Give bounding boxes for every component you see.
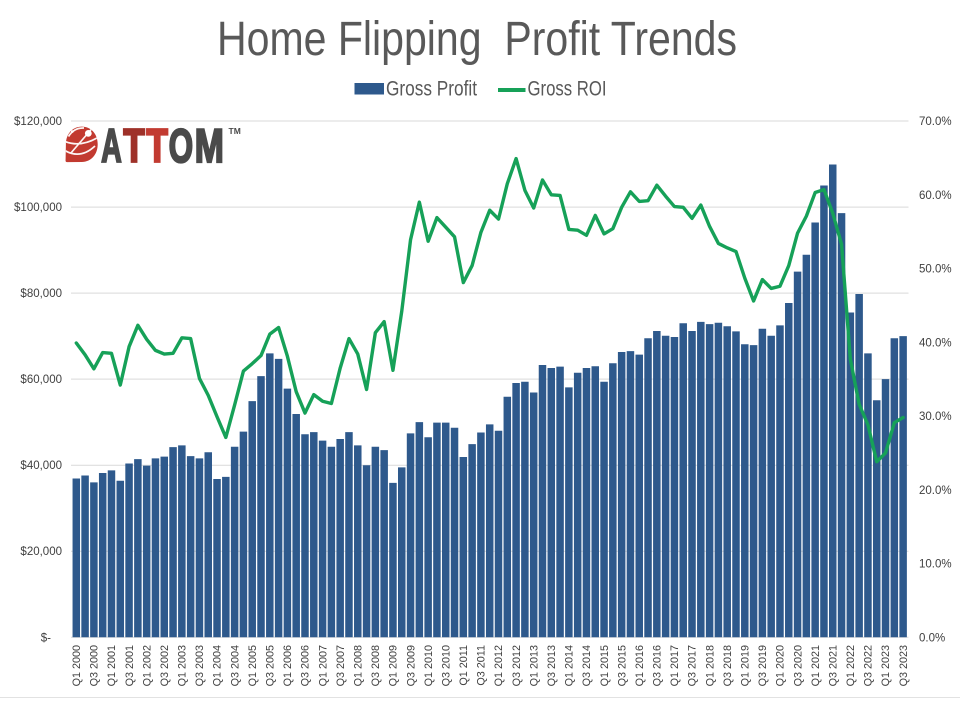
svg-text:Q1 2023: Q1 2023 — [880, 645, 892, 686]
svg-text:Q3 2015: Q3 2015 — [616, 645, 628, 686]
svg-text:40.0%: 40.0% — [919, 337, 952, 349]
svg-text:Q1 2003: Q1 2003 — [177, 645, 189, 686]
svg-text:Gross Profit: Gross Profit — [386, 78, 477, 101]
svg-text:Q3 2017: Q3 2017 — [687, 645, 699, 686]
svg-text:Q1 2009: Q1 2009 — [388, 645, 400, 686]
svg-text:70.0%: 70.0% — [919, 116, 952, 128]
svg-text:Q3 2009: Q3 2009 — [405, 645, 417, 686]
svg-text:Q1 2001: Q1 2001 — [106, 645, 118, 686]
svg-text:60.0%: 60.0% — [919, 190, 952, 202]
svg-text:Q3 2011: Q3 2011 — [476, 645, 488, 686]
svg-text:Q3 2007: Q3 2007 — [335, 645, 347, 686]
svg-text:Q3 2020: Q3 2020 — [792, 645, 804, 686]
svg-text:Q3 2018: Q3 2018 — [722, 645, 734, 686]
svg-text:Q3 2004: Q3 2004 — [229, 645, 241, 686]
svg-text:Home Flipping Profit Trends: Home Flipping Profit Trends — [217, 13, 737, 66]
svg-text:Q1 2013: Q1 2013 — [528, 645, 540, 686]
svg-text:Q1 2006: Q1 2006 — [282, 645, 294, 686]
svg-text:0.0%: 0.0% — [919, 632, 945, 644]
svg-text:20.0%: 20.0% — [919, 485, 952, 497]
svg-text:T: T — [147, 119, 169, 172]
svg-text:Q1 2018: Q1 2018 — [704, 645, 716, 686]
svg-text:$40,000: $40,000 — [20, 460, 62, 472]
svg-text:Q1 2005: Q1 2005 — [247, 645, 259, 686]
svg-text:Q1 2014: Q1 2014 — [564, 645, 576, 686]
svg-text:Q1 2004: Q1 2004 — [212, 645, 224, 686]
svg-text:$120,000: $120,000 — [14, 116, 62, 128]
svg-text:Q3 2021: Q3 2021 — [827, 645, 839, 686]
svg-text:Q3 2003: Q3 2003 — [194, 645, 206, 686]
svg-text:Q3 2012: Q3 2012 — [511, 645, 523, 686]
svg-text:Q3 2000: Q3 2000 — [89, 645, 101, 686]
svg-text:A: A — [101, 119, 121, 172]
svg-text:Q3 2014: Q3 2014 — [581, 645, 593, 686]
svg-text:O: O — [169, 119, 193, 172]
svg-text:Q1 2012: Q1 2012 — [493, 645, 505, 686]
svg-text:Q1 2019: Q1 2019 — [739, 645, 751, 686]
svg-text:Q1 2007: Q1 2007 — [317, 645, 329, 686]
svg-text:Q3 2022: Q3 2022 — [863, 645, 875, 686]
svg-text:Q3 2013: Q3 2013 — [546, 645, 558, 686]
svg-text:Q1 2016: Q1 2016 — [634, 645, 646, 686]
svg-text:$-: $- — [41, 632, 51, 644]
svg-text:Q3 2006: Q3 2006 — [300, 645, 312, 686]
svg-text:Q1 2011: Q1 2011 — [458, 645, 470, 686]
svg-text:Q3 2019: Q3 2019 — [757, 645, 769, 686]
svg-text:Gross ROI: Gross ROI — [528, 78, 607, 101]
svg-text:Q3 2008: Q3 2008 — [370, 645, 382, 686]
svg-text:Q3 2005: Q3 2005 — [265, 645, 277, 686]
svg-text:Q1 2020: Q1 2020 — [775, 645, 787, 686]
svg-text:Q1 2002: Q1 2002 — [141, 645, 153, 686]
svg-text:30.0%: 30.0% — [919, 411, 952, 423]
svg-text:Q1 2008: Q1 2008 — [352, 645, 364, 686]
svg-text:Q1 2022: Q1 2022 — [845, 645, 857, 686]
svg-text:$20,000: $20,000 — [20, 546, 62, 558]
svg-text:Q1 2010: Q1 2010 — [423, 645, 435, 686]
svg-text:10.0%: 10.0% — [919, 559, 952, 571]
svg-text:Q1 2000: Q1 2000 — [71, 645, 83, 686]
svg-text:Q3 2010: Q3 2010 — [440, 645, 452, 686]
svg-text:$100,000: $100,000 — [14, 202, 62, 214]
svg-text:Q3 2002: Q3 2002 — [159, 645, 171, 686]
svg-text:Q3 2001: Q3 2001 — [124, 645, 136, 686]
svg-text:$80,000: $80,000 — [20, 288, 62, 300]
svg-text:Q3 2016: Q3 2016 — [652, 645, 664, 686]
svg-text:$60,000: $60,000 — [20, 374, 62, 386]
svg-text:Q1 2015: Q1 2015 — [599, 645, 611, 686]
svg-text:M: M — [195, 119, 224, 172]
svg-text:T: T — [123, 119, 145, 172]
svg-text:Q3 2023: Q3 2023 — [898, 645, 910, 686]
svg-text:50.0%: 50.0% — [919, 264, 952, 276]
svg-text:TM: TM — [229, 126, 241, 136]
svg-text:Q1 2017: Q1 2017 — [669, 645, 681, 686]
svg-text:Q1 2021: Q1 2021 — [810, 645, 822, 686]
